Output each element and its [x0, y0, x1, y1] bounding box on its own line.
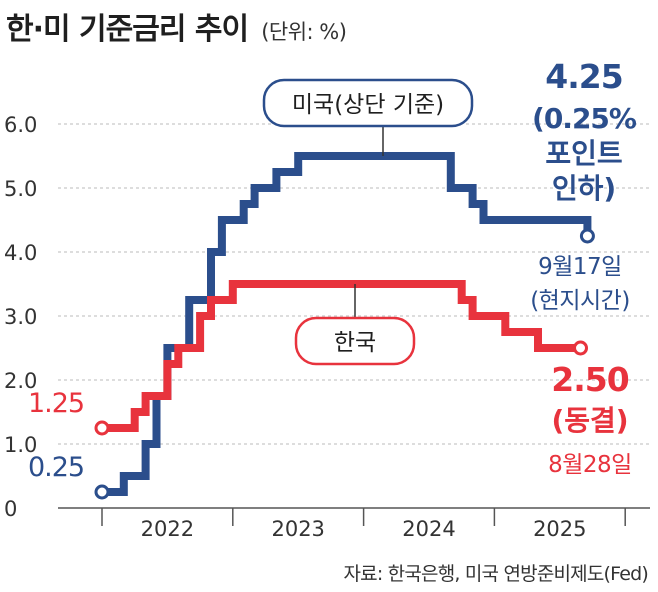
- us-end-note: (0.25%: [532, 102, 637, 135]
- unit-label: (단위: %): [261, 20, 347, 44]
- source-note: 자료: 한국은행, 미국 연방준비제도(Fed): [343, 563, 648, 585]
- end-point-marker: [573, 340, 589, 356]
- y-tick-label: 6.0: [4, 113, 37, 137]
- kr-start-value: 1.25: [28, 388, 84, 419]
- us-end-value: 4.25: [545, 57, 622, 96]
- chart-title-block: 한·미 기준금리 추이 (단위: %): [6, 4, 347, 48]
- us-end-note-3: 인하): [552, 172, 616, 205]
- kr-series-name: 한국: [334, 330, 376, 356]
- y-tick-label: 2.0: [4, 369, 37, 393]
- y-tick-label: 1.0: [4, 433, 37, 457]
- x-tick-label: 2023: [271, 517, 324, 541]
- kr-rate-line: [102, 280, 581, 432]
- x-tick-label: 2024: [402, 517, 455, 541]
- kr-series-box: [294, 316, 416, 366]
- y-tick-label: 4.0: [4, 241, 37, 265]
- start-point-marker: [94, 420, 110, 436]
- us-start-value: 0.25: [28, 452, 84, 483]
- kr-end-note: (동결): [551, 404, 628, 437]
- end-point-marker: [579, 228, 595, 244]
- x-tick-label: 2025: [533, 517, 586, 541]
- x-tick-label: 2022: [141, 517, 194, 541]
- us-series-box: [262, 78, 474, 128]
- start-point-marker: [94, 484, 110, 500]
- us-end-date: 9월17일: [538, 254, 622, 280]
- chart-title: 한·미 기준금리 추이: [6, 12, 249, 47]
- us-end-date-2: (현지시간): [530, 288, 630, 314]
- us-end-note-2: 포인트: [545, 137, 622, 170]
- kr-end-value: 2.50: [551, 360, 628, 399]
- y-tick-label: 3.0: [4, 305, 37, 329]
- kr-end-date: 8월28일: [548, 452, 632, 478]
- y-tick-label: 5.0: [4, 177, 37, 201]
- us-rate-line: [102, 152, 592, 496]
- y-tick-label: 0: [4, 497, 17, 521]
- us-series-name: 미국(상단 기준): [292, 92, 444, 118]
